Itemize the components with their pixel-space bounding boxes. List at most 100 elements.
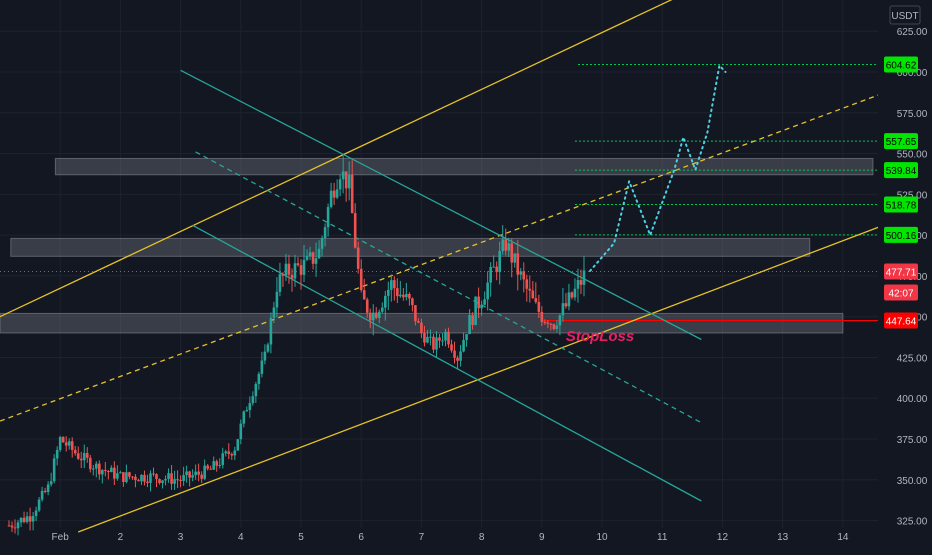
candle-body bbox=[152, 473, 155, 475]
candle-body bbox=[275, 291, 279, 308]
time-axis[interactable]: Feb 2 3 4 5 6 7 8 9 10 11 12 13 14 bbox=[52, 532, 849, 543]
price-tag-box bbox=[884, 263, 918, 280]
candle-body bbox=[95, 463, 98, 469]
time-tick-label: 10 bbox=[596, 532, 608, 543]
time-tick-label: 7 bbox=[419, 532, 425, 543]
trend-line-teal-upper bbox=[180, 69, 702, 341]
candle-body bbox=[347, 174, 351, 189]
candle-body bbox=[272, 307, 276, 318]
candle-body bbox=[390, 280, 393, 290]
candle-body bbox=[549, 323, 553, 325]
candle-body bbox=[323, 227, 327, 239]
time-tick-label: 12 bbox=[717, 532, 729, 543]
candle-body bbox=[344, 171, 348, 189]
price-tag-box bbox=[884, 133, 918, 150]
candle-body bbox=[31, 516, 35, 522]
candle-body bbox=[462, 340, 465, 352]
candle-body bbox=[40, 490, 44, 500]
candle-body bbox=[543, 321, 547, 323]
candle-body bbox=[101, 469, 104, 475]
projection-line bbox=[589, 63, 727, 272]
candle-body bbox=[456, 357, 459, 361]
candle-body bbox=[251, 396, 255, 404]
candle-body bbox=[98, 463, 101, 475]
candle-body bbox=[552, 324, 556, 330]
candle-body bbox=[435, 337, 438, 350]
candle-body bbox=[371, 312, 375, 321]
candle-body bbox=[91, 468, 95, 470]
candle-body bbox=[221, 453, 225, 465]
candle-body bbox=[555, 325, 559, 330]
candle-body bbox=[341, 171, 345, 180]
candle-body bbox=[510, 243, 514, 263]
price-tag-label: 477.71 bbox=[886, 267, 917, 278]
candle-body bbox=[284, 263, 288, 276]
candle-body bbox=[134, 476, 137, 481]
candle-body bbox=[405, 293, 408, 298]
candle-body bbox=[215, 461, 219, 466]
candle-body bbox=[58, 437, 62, 450]
candle-body bbox=[13, 527, 17, 529]
candle-body bbox=[540, 311, 544, 322]
price-level-lines bbox=[0, 63, 878, 322]
candle-body bbox=[365, 299, 369, 313]
candle-body bbox=[239, 423, 243, 440]
candle-body bbox=[377, 311, 381, 318]
candle-body bbox=[110, 467, 113, 473]
candle-body bbox=[46, 484, 50, 492]
candle-body bbox=[146, 481, 149, 483]
trend-line-yellow-mid bbox=[0, 94, 880, 422]
price-tick-label: 625.00 bbox=[897, 27, 928, 38]
candle-body bbox=[55, 449, 59, 459]
candle-body bbox=[516, 253, 520, 275]
candle-body bbox=[254, 383, 258, 397]
candle-body bbox=[182, 475, 185, 481]
time-tick-label: 13 bbox=[777, 532, 789, 543]
candle-body bbox=[140, 474, 143, 482]
candle-body bbox=[308, 252, 312, 257]
price-tick-label: 550.00 bbox=[897, 150, 928, 161]
price-tick-label: 425.00 bbox=[897, 353, 928, 364]
candle-body bbox=[191, 475, 194, 478]
candle-body bbox=[362, 290, 366, 300]
candle-body bbox=[43, 490, 47, 492]
candle-body bbox=[179, 480, 182, 482]
price-tag-label: 539.84 bbox=[886, 166, 917, 177]
candle-body bbox=[305, 256, 309, 260]
candle-body bbox=[82, 453, 86, 461]
candle-body bbox=[113, 467, 116, 479]
candle-body bbox=[426, 336, 429, 343]
price-tick-label: 375.00 bbox=[897, 435, 928, 446]
candle-body bbox=[570, 292, 574, 298]
candle-body bbox=[143, 474, 146, 482]
candle-body bbox=[438, 337, 441, 341]
candle-body bbox=[567, 292, 571, 307]
candle-body bbox=[429, 336, 432, 338]
candle-body bbox=[471, 315, 474, 325]
trend-line-teal-lower bbox=[192, 224, 702, 502]
candle-body bbox=[477, 296, 480, 309]
candle-body bbox=[34, 510, 38, 517]
candle-body bbox=[411, 298, 414, 306]
candle-body bbox=[582, 270, 586, 285]
candle-body bbox=[408, 293, 411, 299]
currency-badge[interactable]: USDT bbox=[889, 5, 921, 25]
candle-body bbox=[338, 179, 342, 190]
price-tag-box bbox=[884, 196, 918, 213]
candle-body bbox=[28, 516, 32, 522]
candle-body bbox=[320, 238, 324, 249]
price-tag-label: 500.16 bbox=[886, 231, 917, 242]
price-tag-label: 518.78 bbox=[886, 200, 917, 211]
price-tick-label: 525.00 bbox=[897, 190, 928, 201]
currency-label: USDT bbox=[891, 11, 918, 22]
candle-body bbox=[119, 472, 122, 474]
time-tick-label: 11 bbox=[657, 532, 668, 543]
time-tick-label: 6 bbox=[358, 532, 364, 543]
candle-body bbox=[107, 470, 110, 473]
time-tick-label: 2 bbox=[118, 532, 124, 543]
candle-body bbox=[453, 350, 456, 358]
price-tag-box bbox=[884, 56, 918, 73]
